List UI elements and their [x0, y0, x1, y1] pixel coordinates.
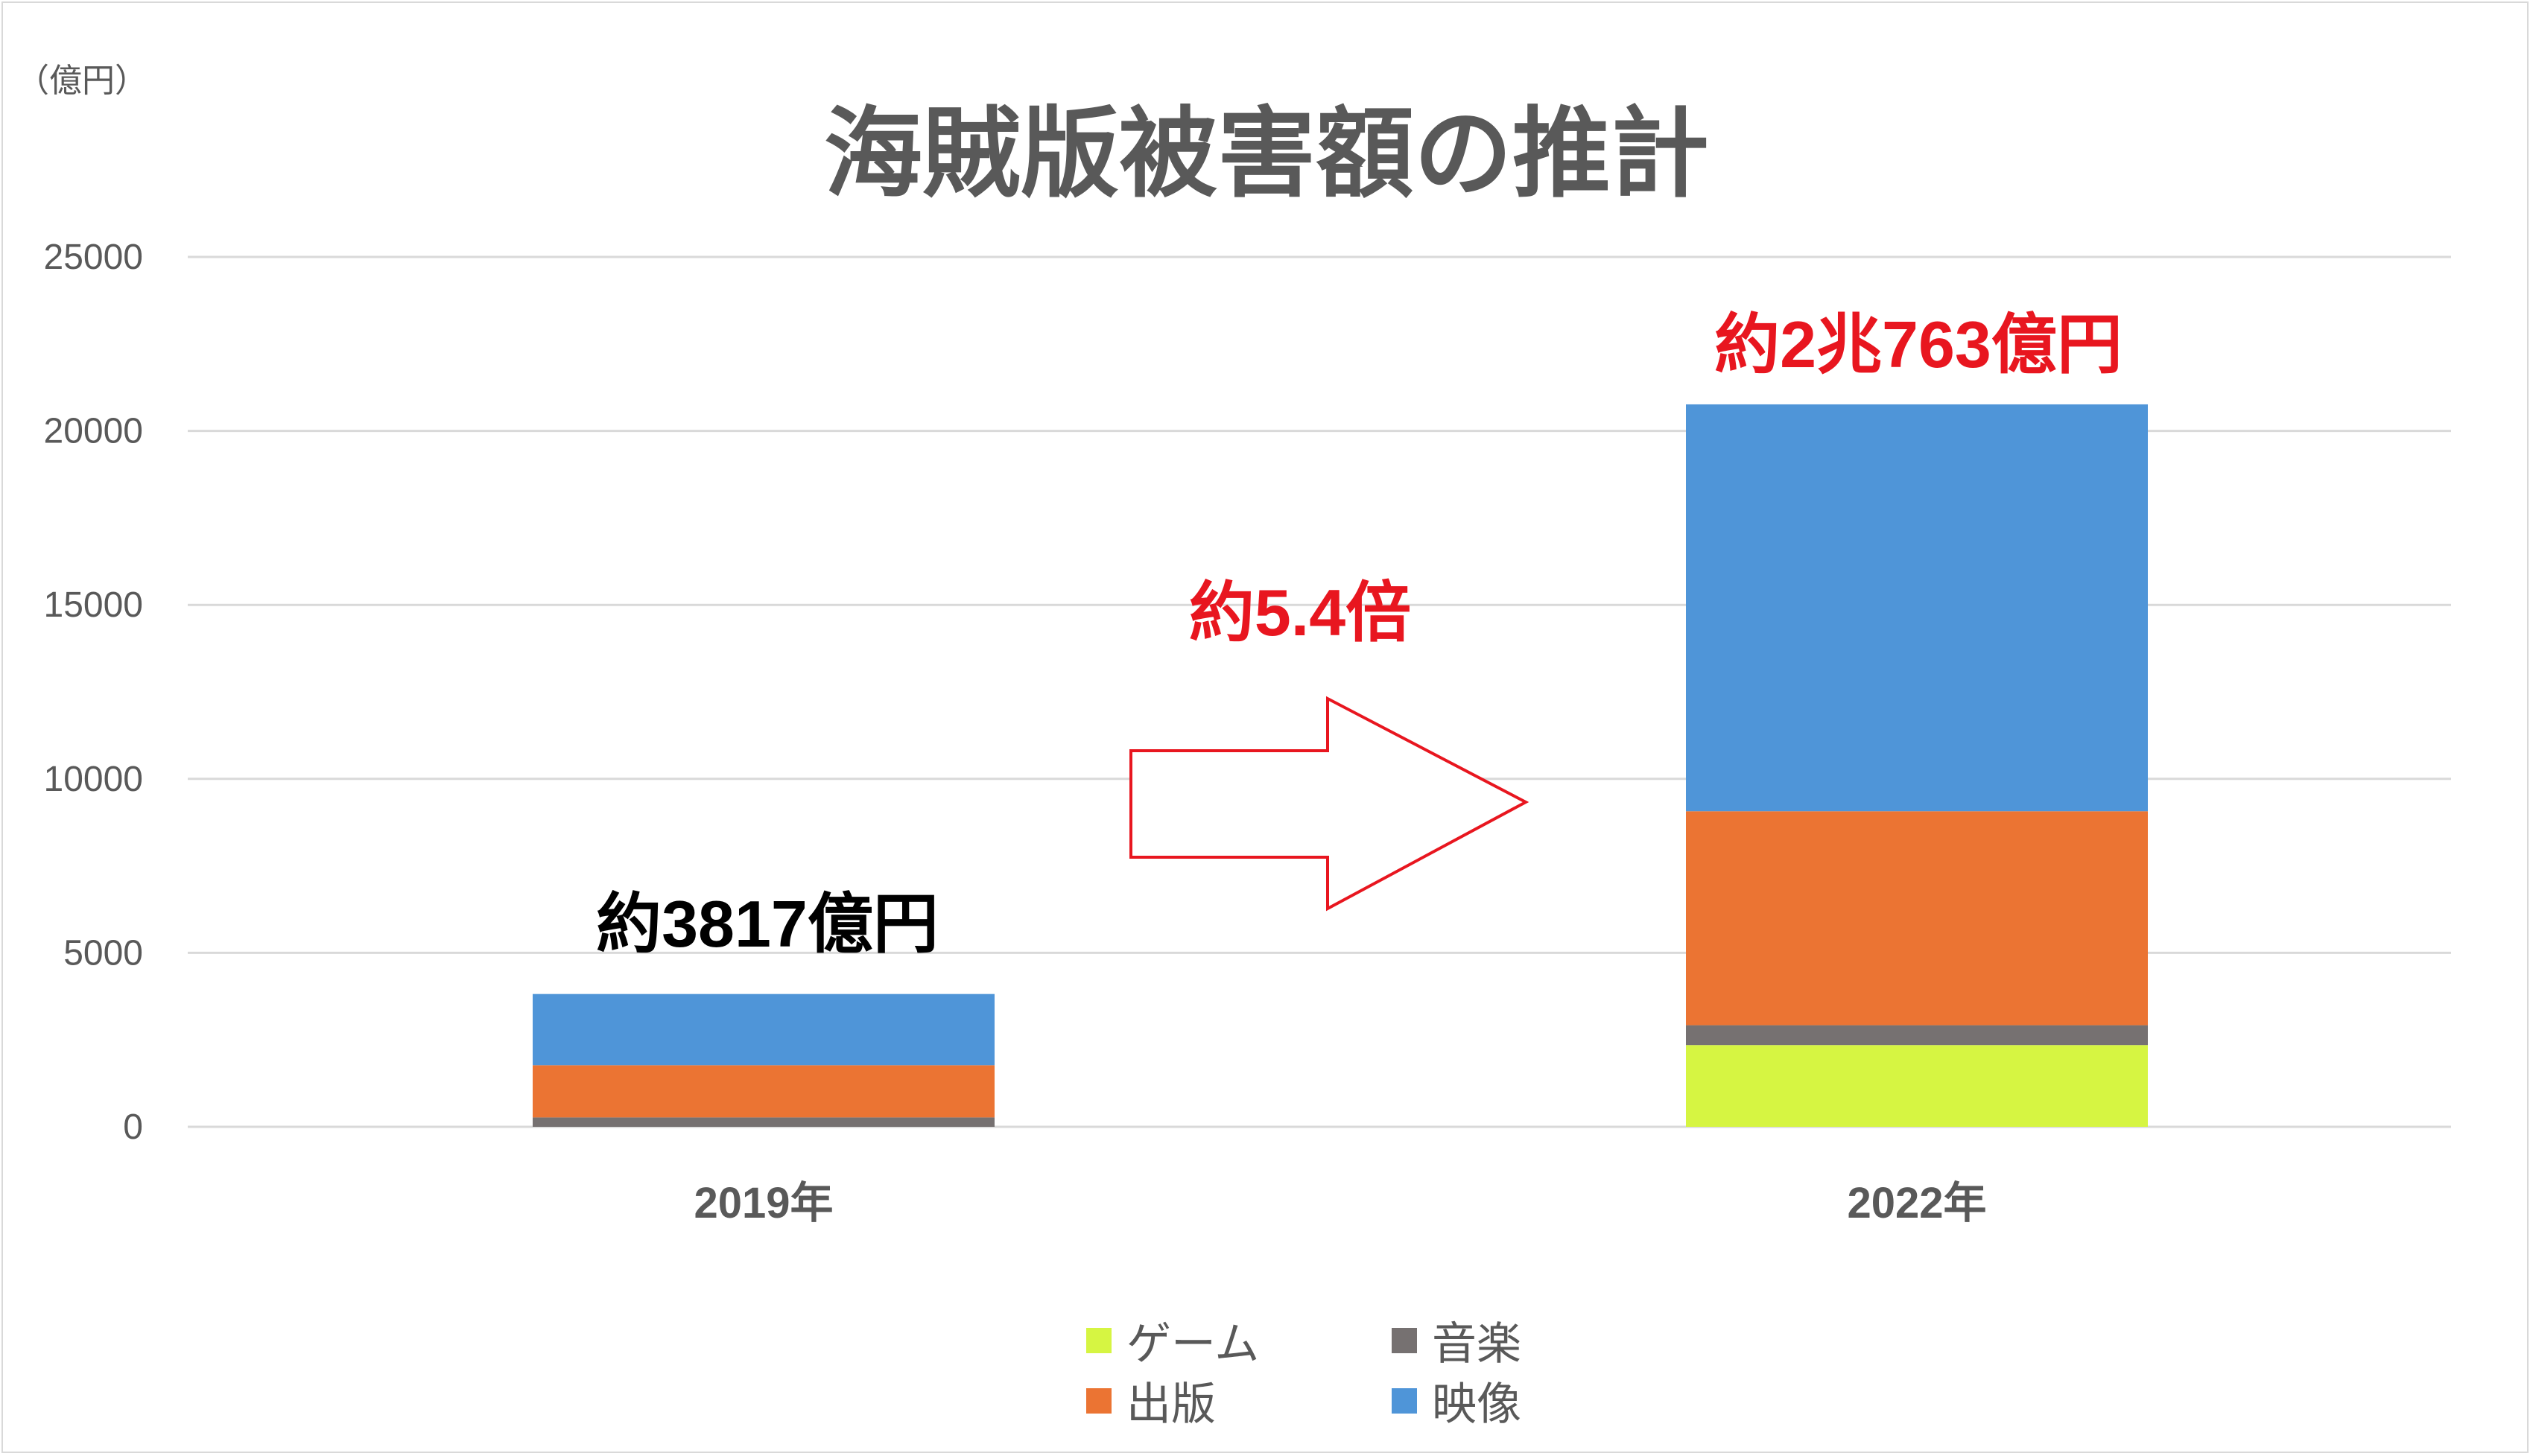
- bar-publishing-1: [1686, 811, 2148, 1026]
- y-tick-labels: 0 5000 10000 15000 20000 25000: [44, 238, 143, 1147]
- y-tick-label: 20000: [44, 412, 143, 451]
- bar-music-1: [1686, 1025, 2148, 1046]
- y-tick-label: 25000: [44, 238, 143, 277]
- legend-label-publishing: 出版: [1126, 1379, 1216, 1429]
- y-tick-label: 10000: [44, 760, 143, 799]
- legend-label-video: 映像: [1432, 1379, 1521, 1429]
- bar-video-0: [533, 994, 995, 1066]
- x-tick-label: 2019年: [694, 1179, 833, 1227]
- legend-item-publishing: 出版: [1086, 1368, 1216, 1433]
- growth-label: 約5.4倍: [1188, 576, 1412, 649]
- y-tick-label: 15000: [44, 585, 143, 625]
- chart-title: 海賊版被害額の推計: [824, 99, 1709, 209]
- x-tick-label: 2022年: [1847, 1179, 1986, 1227]
- legend-swatch-game: [1086, 1327, 1112, 1353]
- legend-swatch-publishing: [1086, 1387, 1112, 1414]
- legend-label-music: 音楽: [1432, 1319, 1521, 1369]
- legend-swatch-music: [1392, 1327, 1417, 1353]
- bar-game-1: [1686, 1045, 2148, 1127]
- total-label-2022: 約2兆763億円: [1714, 308, 2123, 381]
- growth-arrow: [1129, 696, 1529, 912]
- legend-item-music: 音楽: [1392, 1308, 1521, 1373]
- total-label-2019: 約3817億円: [596, 887, 939, 961]
- y-tick-label: 0: [123, 1107, 143, 1147]
- legend-swatch-video: [1392, 1387, 1417, 1414]
- bar-publishing-0: [533, 1065, 995, 1118]
- bar-music-0: [533, 1117, 995, 1127]
- y-axis-unit-label: （億円）: [16, 63, 148, 99]
- bar-video-1: [1686, 404, 2148, 812]
- y-tick-label: 5000: [63, 933, 143, 973]
- bars: [533, 404, 2148, 1127]
- x-tick-labels: 2019年 2022年: [694, 1179, 1986, 1227]
- legend-item-video: 映像: [1392, 1368, 1521, 1433]
- legend-item-game: ゲーム: [1086, 1308, 1259, 1373]
- legend-label-game: ゲーム: [1126, 1319, 1260, 1369]
